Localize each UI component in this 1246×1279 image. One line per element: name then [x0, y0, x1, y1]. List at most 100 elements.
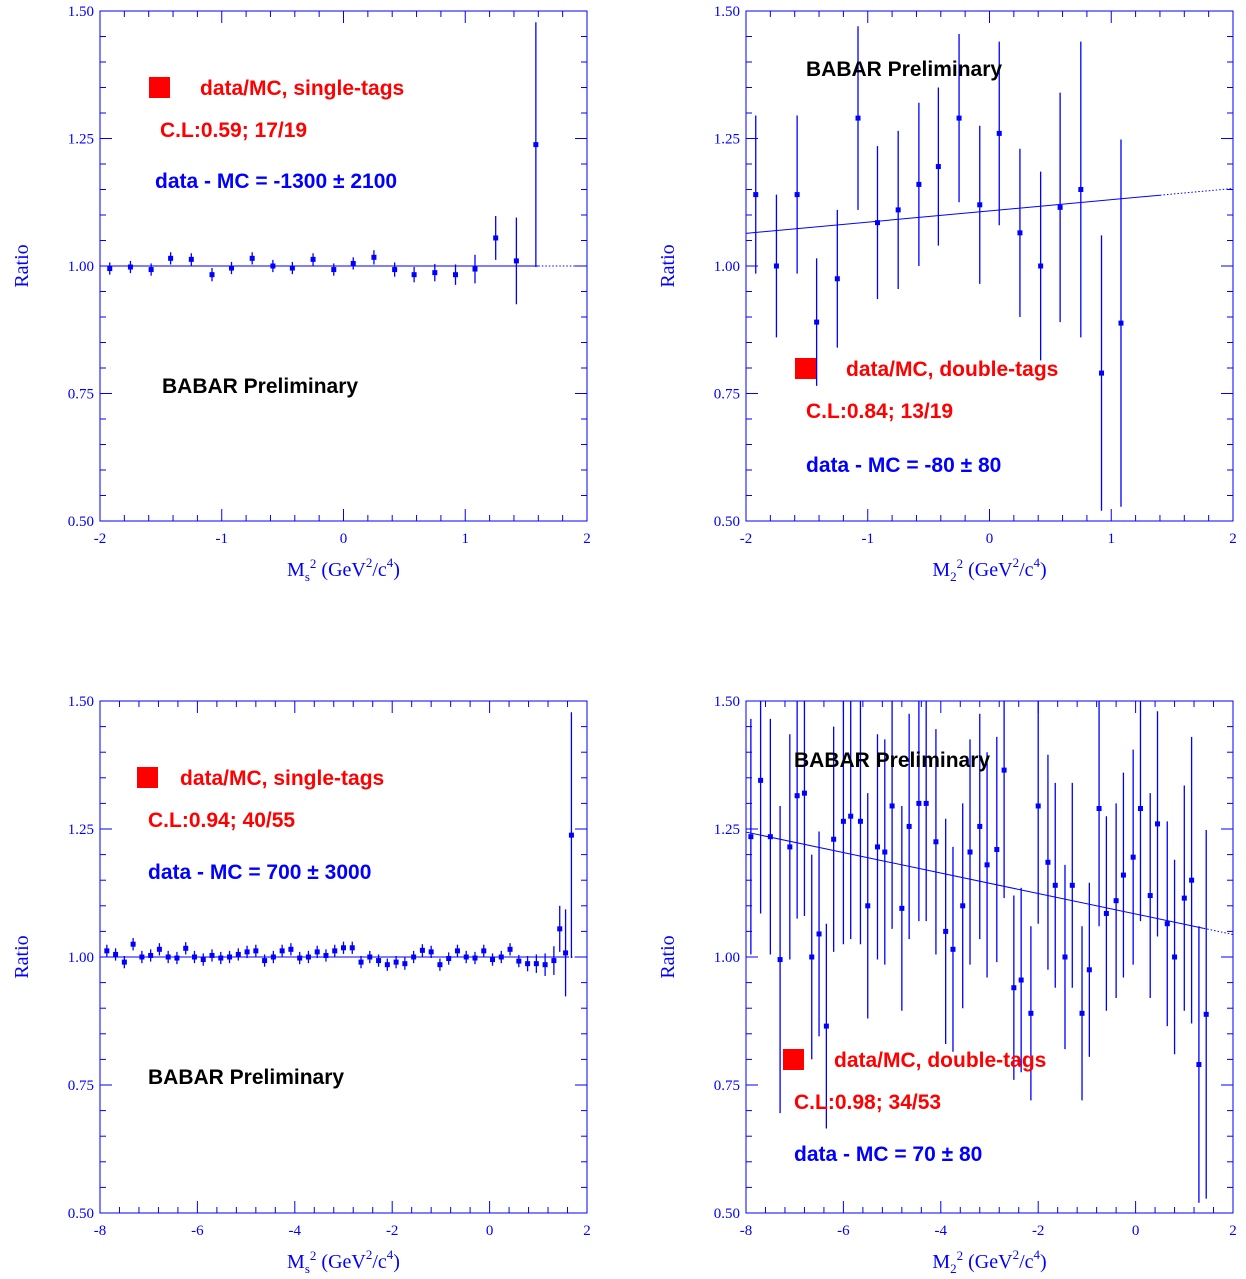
x-label-subscript: s — [305, 569, 310, 584]
data-point — [787, 844, 793, 850]
data-point — [895, 207, 901, 213]
data-point — [1096, 806, 1102, 812]
data-point — [848, 813, 854, 819]
data-point — [1203, 1011, 1209, 1017]
x-label-unit-sup: 2 — [1013, 555, 1020, 570]
data-point — [956, 115, 962, 121]
data-point — [331, 267, 337, 273]
data-point — [1120, 872, 1126, 878]
data-point — [831, 836, 837, 842]
fit-line-extrapolation — [1203, 927, 1234, 935]
data-point — [481, 948, 487, 954]
x-tick-label: 0 — [986, 531, 994, 547]
data-point — [472, 266, 478, 272]
data-point — [148, 952, 154, 958]
plot-frame — [745, 10, 1234, 522]
x-label-unit: /c — [372, 559, 387, 581]
data-point — [994, 846, 1000, 852]
data-point — [773, 263, 779, 269]
data-mc-difference: data - MC = 70 ± 80 — [794, 1143, 982, 1166]
data-point — [349, 945, 355, 951]
data-point — [977, 202, 983, 208]
data-point — [568, 832, 574, 838]
data-point — [857, 818, 863, 824]
data-point — [183, 945, 189, 951]
data-point — [943, 928, 949, 934]
data-point — [996, 130, 1002, 136]
data-point — [1196, 1062, 1202, 1068]
data-point — [874, 220, 880, 226]
data-point — [816, 931, 822, 937]
x-label-unit-sup: 4 — [1034, 1247, 1041, 1262]
data-point — [376, 958, 382, 964]
x-label-superscript: 2 — [957, 1248, 964, 1263]
x-tick-label: -2 — [740, 531, 753, 547]
x-label-unit: /c — [1019, 1251, 1034, 1273]
x-label-superscript: 2 — [957, 556, 964, 571]
x-tick-label: -4 — [289, 1223, 302, 1239]
x-label-unit: /c — [372, 1251, 387, 1273]
data-point — [200, 957, 206, 963]
legend-label: data/MC, double-tags — [834, 1049, 1046, 1072]
x-axis-label: Ms2 (GeV2/c4) — [287, 555, 400, 584]
x-axis-label: Ms2 (GeV2/c4) — [287, 1247, 400, 1276]
x-tick-label: -6 — [191, 1223, 204, 1239]
data-point — [493, 235, 499, 241]
data-point — [533, 142, 539, 148]
data-point — [113, 951, 119, 957]
x-tick-label: 2 — [583, 531, 591, 547]
data-point — [350, 260, 356, 266]
data-point — [916, 181, 922, 187]
data-point — [297, 955, 303, 961]
data-point — [1099, 370, 1105, 376]
data-point — [823, 1023, 829, 1029]
data-point — [758, 777, 764, 783]
x-label-symbol: M — [287, 559, 305, 581]
data-point — [513, 258, 519, 264]
data-point — [228, 265, 234, 271]
data-point — [563, 950, 569, 956]
data-point — [525, 961, 531, 967]
x-label-subscript: s — [305, 1261, 310, 1276]
x-tick-label: 0 — [1132, 1223, 1140, 1239]
x-label-unit-sup: 2 — [366, 1247, 373, 1262]
data-point — [341, 945, 346, 951]
y-tick-label: 1.50 — [68, 4, 94, 20]
data-point — [227, 954, 233, 960]
data-point — [916, 800, 922, 806]
data-point — [748, 834, 754, 840]
data-point — [889, 803, 895, 809]
legend-marker — [783, 1049, 804, 1070]
data-point — [1181, 895, 1187, 901]
x-label-unit: ) — [1040, 1251, 1047, 1273]
data-point — [801, 790, 807, 796]
data-point — [121, 959, 127, 965]
data-point — [411, 954, 417, 960]
data-point — [794, 192, 800, 198]
confidence-level: C.L:0.84; 13/19 — [806, 400, 953, 423]
data-point — [1017, 230, 1023, 236]
data-point — [498, 954, 504, 960]
data-point — [753, 192, 759, 198]
data-point — [794, 793, 800, 799]
data-point — [814, 319, 820, 325]
y-tick-label: 0.50 — [714, 514, 740, 530]
data-point — [209, 272, 215, 278]
data-point — [104, 948, 110, 954]
preliminary-label: BABAR Preliminary — [794, 749, 990, 772]
data-point — [384, 962, 390, 968]
data-point — [446, 956, 452, 962]
data-point — [305, 954, 311, 960]
data-point — [1011, 985, 1017, 991]
y-tick-label: 0.50 — [68, 514, 94, 530]
x-label-unit-sup: 2 — [366, 555, 373, 570]
y-tick-label: 1.25 — [714, 822, 740, 838]
data-point — [218, 955, 224, 961]
x-tick-label: -1 — [862, 531, 875, 547]
y-tick-label: 1.25 — [714, 132, 740, 148]
y-tick-label: 1.50 — [68, 694, 94, 710]
data-point — [1079, 1010, 1085, 1016]
data-point — [906, 823, 912, 829]
data-point — [874, 844, 880, 850]
